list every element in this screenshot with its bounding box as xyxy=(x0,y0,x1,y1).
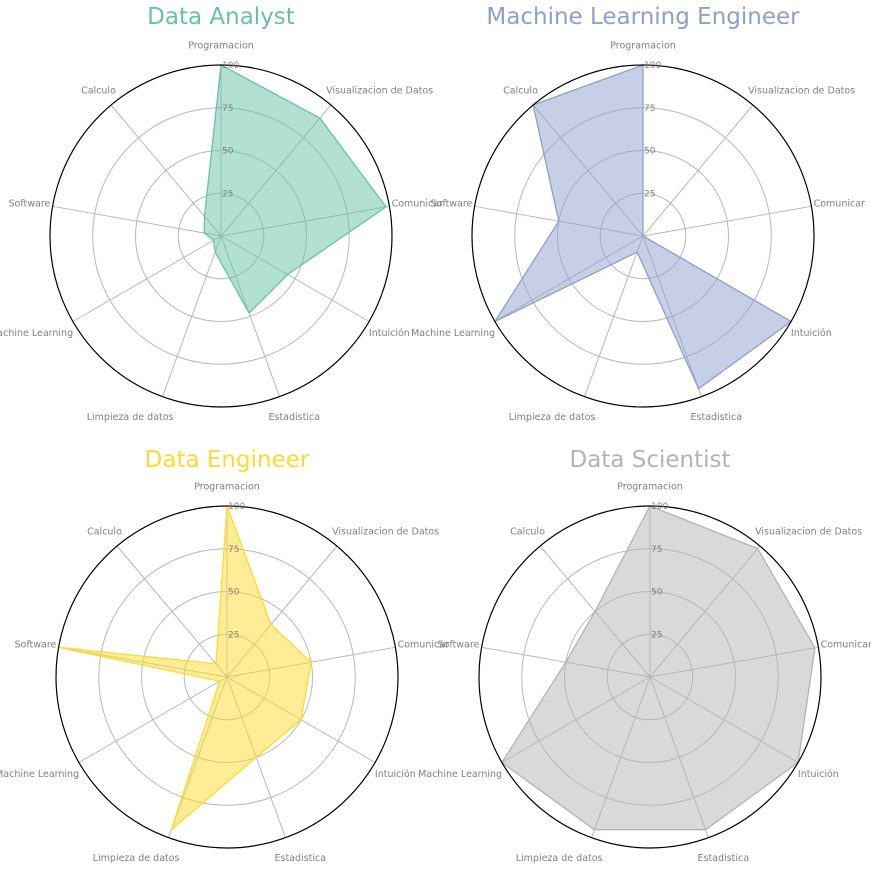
outer-frame xyxy=(55,505,399,849)
spoke-line xyxy=(72,235,222,322)
outer-frame xyxy=(471,64,815,408)
category-label: Visualizacion de Datos xyxy=(748,85,855,96)
series-area xyxy=(494,64,792,390)
radial-tick-label: 75 xyxy=(651,545,662,555)
category-label: Limpieza de datos xyxy=(516,853,603,864)
radial-tick-label: 50 xyxy=(644,147,656,157)
radial-tick-label: 25 xyxy=(222,189,233,199)
radial-tick-label: 50 xyxy=(651,588,663,598)
category-label: Comunicar xyxy=(821,640,871,651)
spoke-line xyxy=(642,205,812,237)
category-label: Intuición xyxy=(798,769,839,780)
category-label: Calculo xyxy=(503,85,538,96)
radar-panel-2: 25 50 75 100 Programacion Visualizacion de Da… xyxy=(411,4,865,423)
radial-tick-label: 100 xyxy=(228,502,245,512)
category-label: Calculo xyxy=(87,526,122,537)
category-label: Intuición xyxy=(369,328,410,339)
category-label: Limpieza de datos xyxy=(87,412,174,423)
category-label: Intuición xyxy=(375,769,416,780)
category-label: Intuición xyxy=(791,328,832,339)
category-label: Machine Learning xyxy=(0,328,73,339)
chart-title: Data Analyst xyxy=(147,4,295,30)
radar-panel-4: 25 50 75 100 Programacion Visualizacion de Da… xyxy=(418,447,871,864)
radial-tick-label: 50 xyxy=(222,147,234,157)
radial-tick-label: 25 xyxy=(651,630,662,640)
category-label: Estadistica xyxy=(698,853,750,864)
radar-panel-1: 25 50 75 100 Programacion Visualizacion de Da… xyxy=(0,4,443,423)
chart-title: Data Engineer xyxy=(145,447,310,473)
series-area xyxy=(501,505,816,831)
category-label: Estadistica xyxy=(691,412,743,423)
series-area xyxy=(203,64,387,314)
radial-tick-label: 75 xyxy=(228,545,239,555)
category-label: Machine Learning xyxy=(418,769,502,780)
radar-panel-3: 25 50 75 100 Programacion Visualizacion de Da… xyxy=(0,447,449,864)
category-label: Comunicar xyxy=(814,199,865,210)
radial-tick-label: 100 xyxy=(222,61,239,71)
spoke-line xyxy=(52,205,222,237)
category-label: Limpieza de datos xyxy=(509,412,596,423)
category-label: Programacion xyxy=(188,41,254,52)
category-label: Visualizacion de Datos xyxy=(755,526,862,537)
chart-title: Machine Learning Engineer xyxy=(486,4,800,30)
spoke-line xyxy=(110,104,222,237)
spoke-line xyxy=(642,104,754,237)
category-label: Calculo xyxy=(81,85,116,96)
spoke-line xyxy=(78,676,228,763)
category-label: Limpieza de datos xyxy=(93,853,180,864)
category-label: Estadistica xyxy=(275,853,327,864)
category-label: Programacion xyxy=(610,41,676,52)
radial-tick-label: 25 xyxy=(228,630,239,640)
category-label: Machine Learning xyxy=(0,769,79,780)
category-label: Software xyxy=(438,640,480,651)
category-label: Software xyxy=(15,640,57,651)
radial-tick-label: 75 xyxy=(644,104,655,114)
category-label: Software xyxy=(9,199,51,210)
spoke-line xyxy=(162,235,222,397)
radial-tick-label: 75 xyxy=(222,104,233,114)
radial-tick-label: 100 xyxy=(651,502,668,512)
category-label: Programacion xyxy=(617,482,683,493)
category-label: Visualizacion de Datos xyxy=(326,85,433,96)
spoke-line xyxy=(116,545,228,678)
radial-tick-label: 25 xyxy=(644,189,655,199)
category-label: Comunicar xyxy=(398,640,449,651)
chart-title: Data Scientist xyxy=(570,447,731,473)
category-label: Software xyxy=(431,199,473,210)
spoke-line xyxy=(584,235,644,397)
radial-tick-label: 50 xyxy=(228,588,240,598)
outer-frame xyxy=(49,64,393,408)
category-label: Machine Learning xyxy=(411,328,495,339)
outer-frame xyxy=(478,505,822,849)
category-label: Comunicar xyxy=(392,199,443,210)
category-label: Visualizacion de Datos xyxy=(332,526,439,537)
category-label: Estadistica xyxy=(269,412,321,423)
radial-tick-label: 100 xyxy=(644,61,661,71)
category-label: Programacion xyxy=(194,482,260,493)
category-label: Calculo xyxy=(510,526,545,537)
series-area xyxy=(57,505,312,831)
